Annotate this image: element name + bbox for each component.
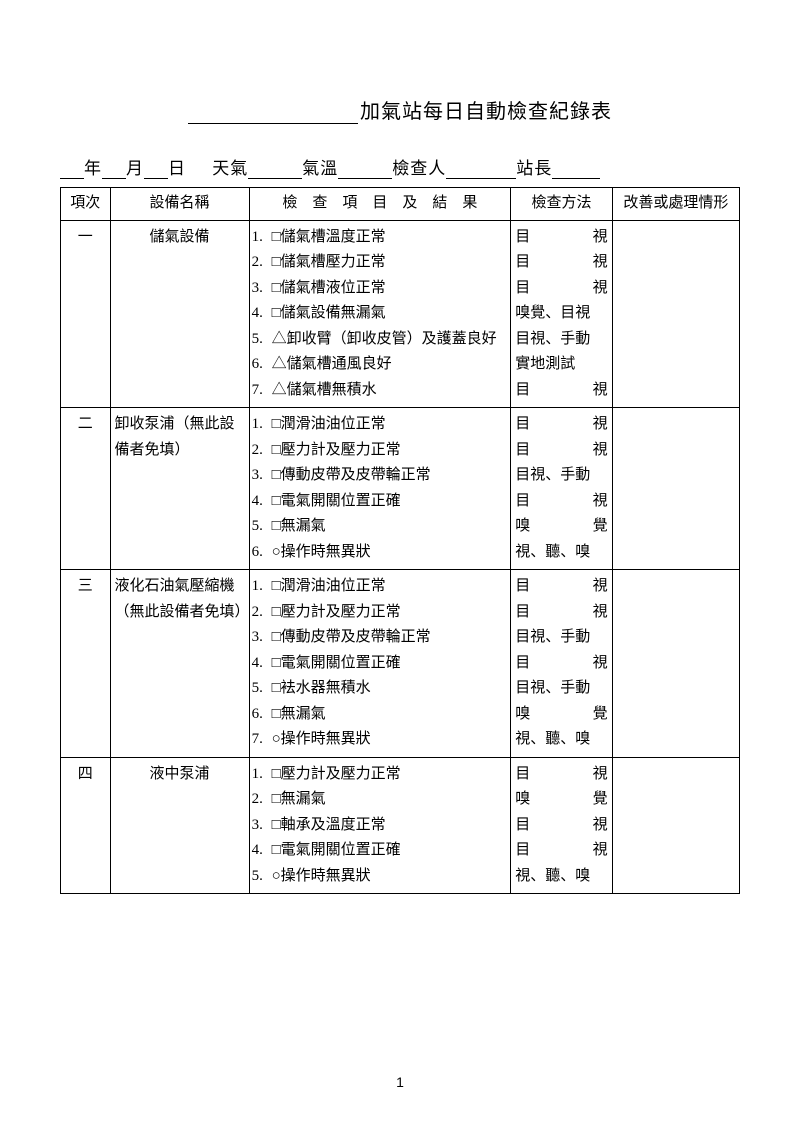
method-item: 目視 [515,651,607,677]
check-item: 6.△儲氣槽通風良好 [252,352,509,378]
check-item: 4.□電氣開關位置正確 [252,838,509,864]
method-item: 目視 [515,378,607,404]
cell-method: 目視目視目視、手動目視嗅覺視、聽、嗅 [511,408,612,570]
method-item: 目視 [515,574,607,600]
check-item: 1.□儲氣槽溫度正常 [252,225,509,251]
check-item: 2.□壓力計及壓力正常 [252,438,509,464]
page-number: 1 [0,1074,800,1090]
cell-check-items: 1.□壓力計及壓力正常2.□無漏氣3.□軸承及溫度正常4.□電氣開關位置正確5.… [249,757,511,894]
header-seq: 項次 [61,188,111,221]
cell-seq: 一 [61,220,111,408]
table-row: 二卸收泵浦（無此設備者免填）1.□潤滑油油位正常2.□壓力計及壓力正常3.□傳動… [61,408,740,570]
check-item: 3.□傳動皮帶及皮帶輪正常 [252,463,509,489]
cell-equipment-name: 液中泵浦 [110,757,249,894]
cell-improve [612,757,739,894]
check-item: 3.□儲氣槽液位正常 [252,276,509,302]
method-item: 目視 [515,489,607,515]
check-item: 3.□傳動皮帶及皮帶輪正常 [252,625,509,651]
header-name: 設備名稱 [110,188,249,221]
method-item: 目視 [515,250,607,276]
year-label: 年 [84,159,102,178]
table-row: 三液化石油氣壓縮機（無此設備者免填）1.□潤滑油油位正常2.□壓力計及壓力正常3… [61,570,740,758]
cell-improve [612,408,739,570]
method-item: 嗅覺 [515,702,607,728]
check-item: 5.△卸收臂（卸收皮管）及護蓋良好 [252,327,509,353]
method-item: 嗅覺、目視 [515,301,607,327]
check-item: 2.□無漏氣 [252,787,509,813]
check-item: 2.□儲氣槽壓力正常 [252,250,509,276]
weather-label: 天氣 [212,159,248,178]
cell-equipment-name: 儲氣設備 [110,220,249,408]
check-item: 3.□軸承及溫度正常 [252,813,509,839]
cell-method: 目視目視目視、手動目視目視、手動嗅覺視、聽、嗅 [511,570,612,758]
method-item: 目視 [515,813,607,839]
method-item: 目視 [515,276,607,302]
check-item: 2.□壓力計及壓力正常 [252,600,509,626]
table-row: 一儲氣設備1.□儲氣槽溫度正常2.□儲氣槽壓力正常3.□儲氣槽液位正常4.□儲氣… [61,220,740,408]
title-suffix: 加氣站每日自動檢查紀錄表 [360,101,612,123]
method-item: 嗅覺 [515,787,607,813]
header-method: 檢查方法 [511,188,612,221]
temp-label: 氣溫 [302,159,338,178]
day-label: 日 [168,159,186,178]
method-item: 視、聽、嗅 [515,540,607,566]
check-item: 6.○操作時無異狀 [252,540,509,566]
inspector-label: 檢查人 [392,159,446,178]
table-row: 四液中泵浦1.□壓力計及壓力正常2.□無漏氣3.□軸承及溫度正常4.□電氣開關位… [61,757,740,894]
meta-line: 年 月 日 天氣 氣溫 檢查人 站長 [60,154,740,179]
method-item: 嗅覺 [515,514,607,540]
header-items: 檢 查 項 目 及 結 果 [249,188,511,221]
check-item: 1.□潤滑油油位正常 [252,412,509,438]
check-item: 1.□潤滑油油位正常 [252,574,509,600]
check-item: 4.□電氣開關位置正確 [252,651,509,677]
cell-equipment-name: 液化石油氣壓縮機（無此設備者免填） [110,570,249,758]
cell-seq: 三 [61,570,111,758]
check-item: 1.□壓力計及壓力正常 [252,762,509,788]
month-label: 月 [126,159,144,178]
method-item: 目視 [515,838,607,864]
station-name-blank [188,123,358,124]
check-item: 7.△儲氣槽無積水 [252,378,509,404]
method-item: 目視、手動 [515,676,607,702]
method-item: 實地測試 [515,352,607,378]
method-item: 目視、手動 [515,327,607,353]
cell-seq: 四 [61,757,111,894]
cell-check-items: 1.□潤滑油油位正常2.□壓力計及壓力正常3.□傳動皮帶及皮帶輪正常4.□電氣開… [249,570,511,758]
method-item: 目視、手動 [515,463,607,489]
method-item: 目視 [515,762,607,788]
cell-method: 目視目視目視嗅覺、目視目視、手動實地測試目視 [511,220,612,408]
cell-seq: 二 [61,408,111,570]
cell-improve [612,570,739,758]
method-item: 目視 [515,600,607,626]
method-item: 視、聽、嗅 [515,864,607,890]
method-item: 目視 [515,225,607,251]
method-item: 視、聽、嗅 [515,727,607,753]
check-item: 4.□電氣開關位置正確 [252,489,509,515]
header-improve: 改善或處理情形 [612,188,739,221]
check-item: 5.□袪水器無積水 [252,676,509,702]
check-item: 5.○操作時無異狀 [252,864,509,890]
chief-label: 站長 [516,159,552,178]
cell-check-items: 1.□潤滑油油位正常2.□壓力計及壓力正常3.□傳動皮帶及皮帶輪正常4.□電氣開… [249,408,511,570]
table-header-row: 項次 設備名稱 檢 查 項 目 及 結 果 檢查方法 改善或處理情形 [61,188,740,221]
cell-equipment-name: 卸收泵浦（無此設備者免填） [110,408,249,570]
document-title: 加氣站每日自動檢查紀錄表 [60,95,740,124]
inspection-table: 項次 設備名稱 檢 查 項 目 及 結 果 檢查方法 改善或處理情形 一儲氣設備… [60,187,740,894]
cell-improve [612,220,739,408]
method-item: 目視 [515,438,607,464]
method-item: 目視 [515,412,607,438]
method-item: 目視、手動 [515,625,607,651]
check-item: 4.□儲氣設備無漏氣 [252,301,509,327]
check-item: 7.○操作時無異狀 [252,727,509,753]
check-item: 6.□無漏氣 [252,702,509,728]
check-item: 5.□無漏氣 [252,514,509,540]
cell-check-items: 1.□儲氣槽溫度正常2.□儲氣槽壓力正常3.□儲氣槽液位正常4.□儲氣設備無漏氣… [249,220,511,408]
cell-method: 目視嗅覺目視目視視、聽、嗅 [511,757,612,894]
